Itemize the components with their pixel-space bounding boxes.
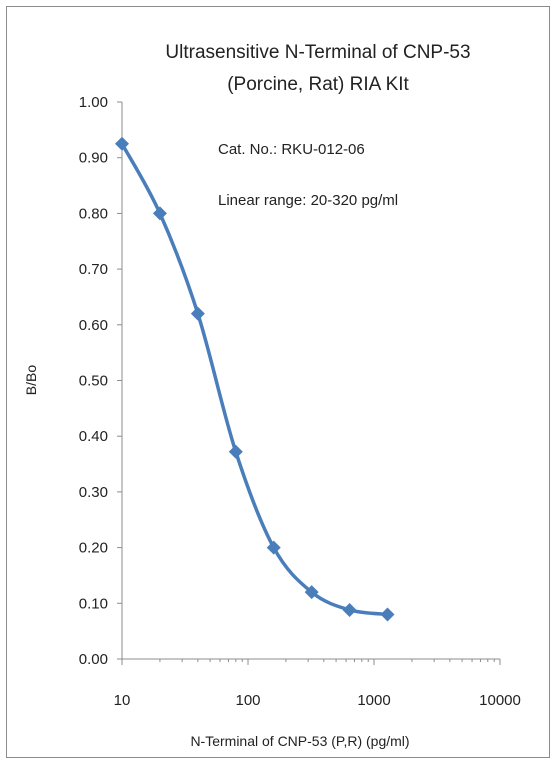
y-tick-label: 0.90 [79, 150, 108, 167]
cat-no-annotation: Cat. No.: RKU-012-06 [218, 141, 365, 158]
y-tick-label: 0.60 [79, 317, 108, 334]
y-tick-label: 0.00 [79, 651, 108, 668]
x-tick-label: 100 [235, 692, 260, 709]
y-tick-label: 0.20 [79, 540, 108, 557]
y-tick-label: 1.00 [79, 94, 108, 111]
data-point-marker [115, 136, 129, 151]
y-tick-label: 0.80 [79, 205, 108, 222]
x-axis-title: N-Terminal of CNP-53 (P,R) (pg/ml) [190, 733, 409, 749]
data-point-marker [380, 607, 395, 622]
x-tick-label: 10000 [479, 692, 521, 709]
linear-range-annotation: Linear range: 20-320 pg/ml [218, 192, 398, 209]
series-line [120, 142, 390, 617]
y-tick-label: 0.70 [79, 261, 108, 278]
y-tick-label: 0.40 [79, 428, 108, 445]
data-point-marker [304, 585, 319, 600]
x-tick-label: 10 [114, 692, 131, 709]
x-tick-label: 1000 [357, 692, 390, 709]
y-axis-title: B/Bo [23, 365, 39, 396]
y-tick-label: 0.50 [79, 373, 108, 390]
data-point-marker [190, 306, 205, 321]
data-point-marker [228, 444, 243, 459]
data-point-marker [152, 206, 167, 221]
chart-subtitle: (Porcine, Rat) RIA KIt [227, 74, 409, 95]
chart-frame [6, 6, 550, 758]
data-point-marker [342, 602, 357, 617]
data-point-marker [266, 540, 281, 555]
chart-title: Ultrasensitive N-Terminal of CNP-53 [165, 42, 470, 63]
y-tick-label: 0.10 [79, 595, 108, 612]
y-tick-label: 0.30 [79, 484, 108, 501]
